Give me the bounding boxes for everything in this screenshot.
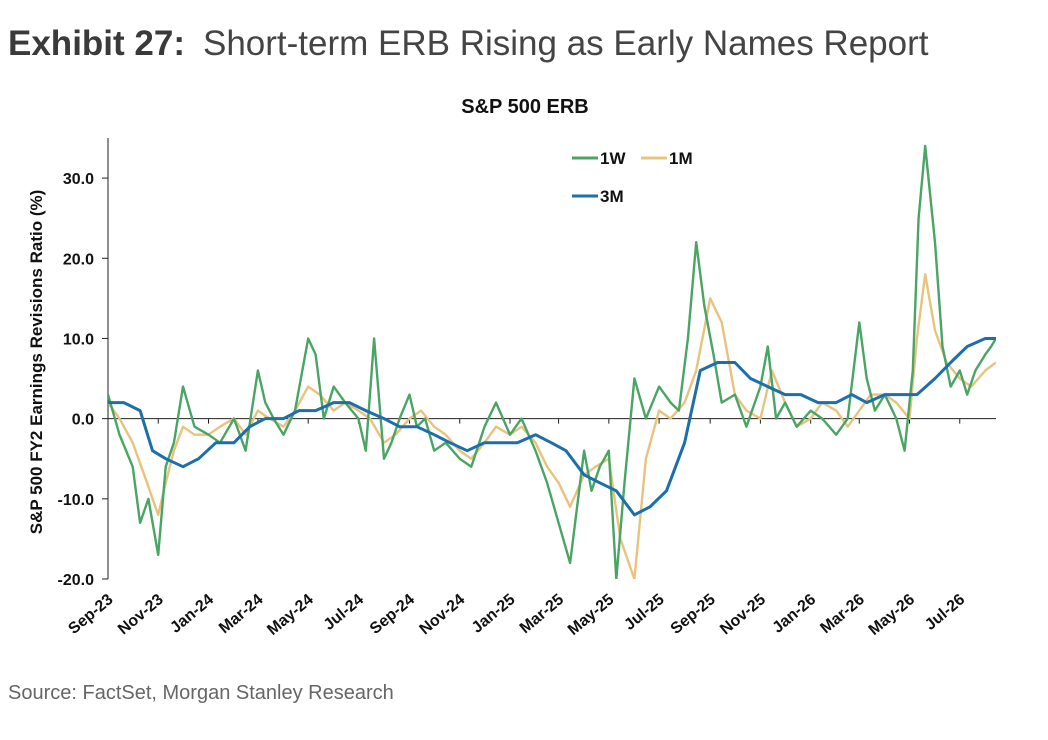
- y-tick-label: -10.0: [58, 492, 95, 509]
- legend-item-1w: 1W: [572, 149, 626, 168]
- series-1w-line: [108, 144, 996, 579]
- legend-label: 3M: [600, 187, 624, 206]
- y-tick-label: 10.0: [63, 331, 94, 348]
- legend-item-1m: 1M: [641, 149, 693, 168]
- x-tick-label: Nov-25: [717, 591, 769, 638]
- series-layer: [108, 144, 996, 579]
- x-tick-label: Sep-25: [668, 591, 719, 638]
- erb-line-chart: S&P 500 ERB S&P 500 FY2 Earnings Revisio…: [27, 96, 996, 639]
- series-1m-line: [108, 273, 996, 579]
- x-tick-label: May-26: [866, 591, 919, 639]
- x-tick-label: Jul-26: [922, 591, 968, 634]
- x-tick-label: Jul-24: [321, 591, 367, 634]
- y-tick-label: 20.0: [63, 251, 94, 268]
- x-tick-label: May-24: [264, 591, 317, 639]
- legend-item-3m: 3M: [572, 187, 624, 206]
- y-axis-label: S&P 500 FY2 Earnings Revisions Ratio (%): [27, 190, 46, 535]
- x-tick-label: Mar-24: [216, 591, 267, 637]
- x-tick-label: Sep-24: [367, 591, 418, 638]
- chart-title: S&P 500 ERB: [461, 96, 588, 118]
- y-tick-label: 0.0: [72, 412, 94, 429]
- x-tick-label: May-25: [565, 591, 618, 639]
- exhibit-label: Exhibit 27:: [8, 24, 185, 63]
- legend: 1W 1M 3M: [572, 149, 693, 206]
- x-tick-label: Jan-24: [167, 591, 217, 637]
- x-tick-label: Mar-25: [517, 591, 568, 637]
- series-3m-line: [108, 337, 996, 517]
- x-tick-label: Jul-25: [621, 591, 667, 634]
- x-tick-label: Nov-24: [417, 591, 469, 638]
- x-tick-label: Jan-25: [469, 591, 519, 637]
- x-tick-label: Sep-23: [65, 591, 116, 638]
- exhibit-title: Short-term ERB Rising as Early Names Rep…: [202, 24, 929, 63]
- x-tick-label: Jan-26: [769, 591, 819, 637]
- y-tick-label: -20.0: [58, 572, 95, 589]
- legend-label: 1W: [600, 149, 626, 168]
- source-note: Source: FactSet, Morgan Stanley Research: [8, 682, 394, 704]
- y-tick-label: 30.0: [63, 171, 94, 188]
- legend-label: 1M: [669, 149, 693, 168]
- x-tick-label: Mar-26: [817, 591, 868, 637]
- exhibit-header: Exhibit 27: Short-term ERB Rising as Earl…: [8, 22, 928, 66]
- x-tick-label: Nov-23: [115, 591, 167, 638]
